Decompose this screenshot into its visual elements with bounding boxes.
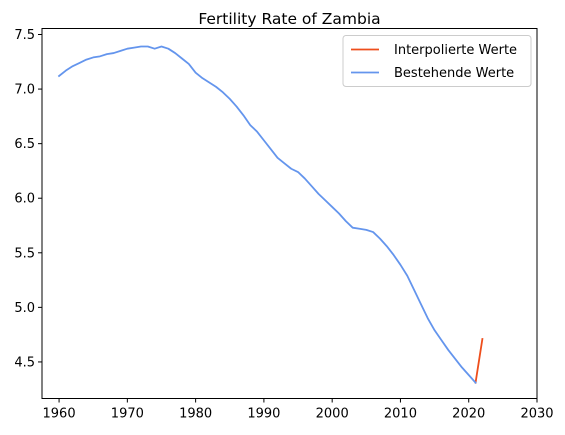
legend-box (342, 35, 532, 87)
y-tick-label-5: 5.0 (14, 301, 35, 316)
y-tick-label-6: 6.0 (14, 192, 35, 207)
y-axis-ticks: 4.5 5.0 5.5 6.0 6.5 7.0 7.5 (14, 28, 42, 370)
y-tick-label-7: 7.0 (14, 83, 35, 98)
series-line-interpolierte-werte (474, 337, 484, 384)
x-tick-label-2010: 2010 (384, 407, 417, 422)
x-tick-label-2030: 2030 (520, 407, 553, 422)
x-tick-label-1980: 1980 (179, 407, 212, 422)
y-tick-label-4.5: 4.5 (14, 355, 35, 370)
series-line-bestehende-werte (57, 45, 477, 384)
legend-label-interpolierte-werte: Interpolierte Werte (394, 43, 517, 58)
x-axis-ticks: 1960 1970 1980 1990 2000 2010 2020 2030 (43, 398, 554, 422)
legend-label-bestehende-werte: Bestehende Werte (394, 66, 514, 81)
series-layer (57, 45, 484, 384)
x-tick-label-1990: 1990 (247, 407, 280, 422)
y-tick-label-6.5: 6.5 (14, 137, 35, 152)
x-tick-label-2000: 2000 (316, 407, 349, 422)
y-tick-label-7.5: 7.5 (14, 28, 35, 43)
y-tick-label-5.5: 5.5 (14, 246, 35, 261)
x-tick-label-2020: 2020 (452, 407, 485, 422)
legend: Interpolierte Werte Bestehende Werte (342, 35, 532, 87)
x-tick-label-1960: 1960 (43, 407, 76, 422)
plot-area-frame (41, 28, 538, 399)
chart-title: Fertility Rate of Zambia (198, 10, 380, 28)
x-tick-label-1970: 1970 (111, 407, 144, 422)
